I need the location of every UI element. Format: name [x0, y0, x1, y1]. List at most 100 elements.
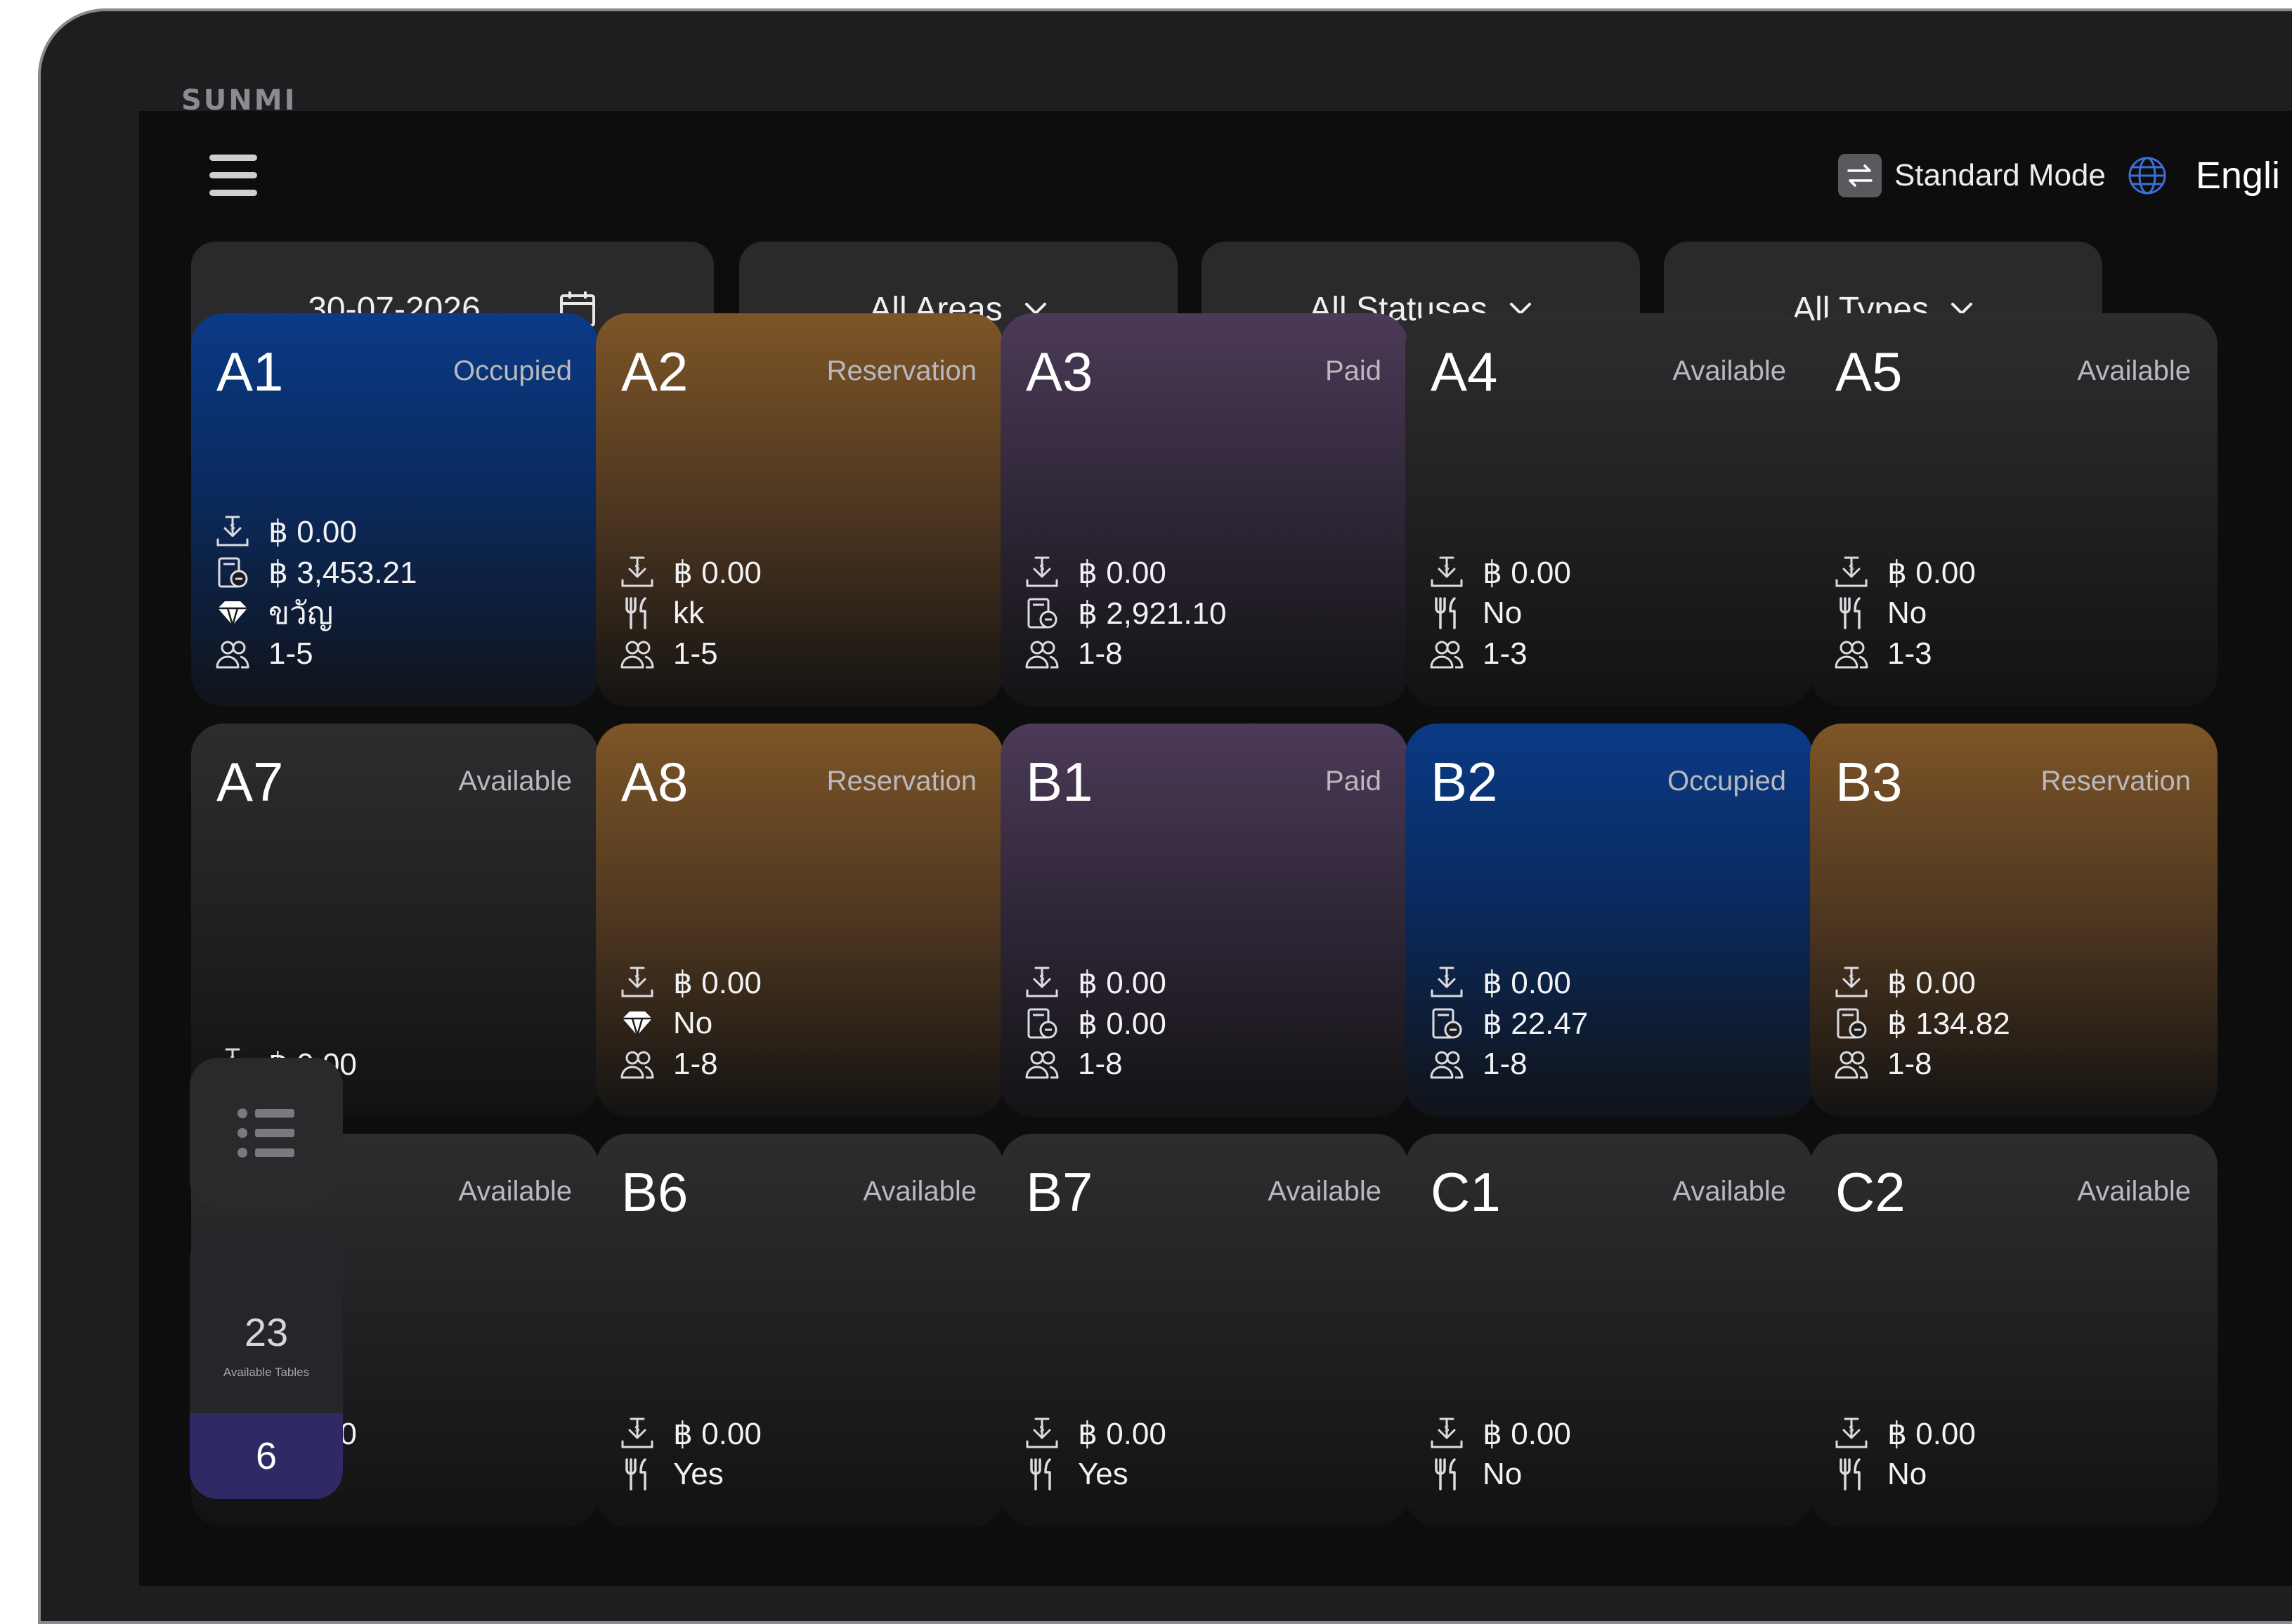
table-info-text: ฿ 0.00 [1078, 1006, 1166, 1041]
table-info-text: 1-3 [1887, 636, 1932, 671]
pos-screen: Standard Mode Engli 30-07-2026 All Areas… [139, 111, 2292, 1586]
table-status: Reservation [2040, 766, 2191, 797]
table-info-text: ขวัญ [268, 596, 334, 631]
table-status: Available [458, 766, 572, 797]
table-card[interactable]: B7 Available ฿ 0.00 Yes [1001, 1134, 1408, 1527]
guests-icon [1024, 1047, 1060, 1082]
table-name: B1 [1026, 751, 1093, 813]
table-card[interactable]: A2 Reservation ฿ 0.00 kk 1-5 [596, 313, 1003, 707]
table-info-text: ฿ 0.00 [1483, 965, 1571, 1000]
table-info-row: No [620, 1003, 762, 1044]
table-status: Available [1672, 355, 1786, 386]
table-name: A1 [216, 341, 284, 402]
table-info-text: 1-5 [673, 636, 718, 671]
table-card[interactable]: B3 Reservation ฿ 0.00 ฿ 134.82 1-8 [1810, 723, 2218, 1117]
table-info: ฿ 0.00 Yes [1024, 1413, 1166, 1495]
table-card[interactable]: A5 Available ฿ 0.00 No 1-3 [1810, 313, 2218, 707]
table-card[interactable]: A8 Reservation ฿ 0.00 No 1-8 [596, 723, 1003, 1117]
table-info-text: ฿ 0.00 [673, 965, 762, 1000]
table-card[interactable]: B1 Paid ฿ 0.00 ฿ 0.00 1-8 [1001, 723, 1408, 1117]
table-info-row: kk [620, 593, 762, 634]
table-name: A8 [621, 751, 689, 813]
table-info-text: ฿ 3,453.21 [268, 555, 417, 590]
table-status: Available [2077, 1176, 2191, 1207]
bill-icon [215, 555, 250, 590]
table-name: B3 [1835, 751, 1903, 813]
other-count: 6 [190, 1413, 343, 1499]
table-status: Occupied [453, 355, 572, 386]
deposit-icon [1429, 1416, 1464, 1451]
deposit-icon [1024, 965, 1060, 1000]
bill-icon [1024, 596, 1060, 631]
language-label[interactable]: Engli [2195, 155, 2280, 197]
table-name: A2 [621, 341, 689, 402]
table-info-text: No [1887, 596, 1927, 630]
table-info-text: No [1887, 1457, 1927, 1491]
table-info-text: ฿ 0.00 [1483, 555, 1571, 590]
table-info-row: No [1429, 1454, 1571, 1495]
table-info-row: 1-5 [620, 634, 762, 674]
deposit-icon [1834, 555, 1869, 590]
table-info-row: No [1834, 1454, 1976, 1495]
table-info-text: ฿ 0.00 [268, 514, 357, 549]
table-status: Reservation [826, 766, 977, 797]
menu-icon[interactable] [209, 155, 257, 197]
table-info-row: Yes [620, 1454, 762, 1495]
diamond-icon [620, 1006, 655, 1041]
table-info-row: ฿ 0.00 [1024, 1003, 1166, 1044]
bill-icon [1024, 1006, 1060, 1041]
table-info-row: ฿ 0.00 [1429, 1413, 1571, 1454]
table-status: Available [2077, 355, 2191, 386]
table-info-row: ฿ 0.00 [620, 1413, 762, 1454]
table-info-text: ฿ 0.00 [1887, 555, 1976, 590]
table-info: ฿ 0.00 kk 1-5 [620, 552, 762, 674]
deposit-icon [1834, 965, 1869, 1000]
guests-icon [215, 636, 250, 672]
table-status: Paid [1324, 355, 1381, 386]
table-status: Available [863, 1176, 977, 1207]
list-view-button[interactable] [190, 1058, 343, 1208]
table-info-text: No [673, 1006, 713, 1040]
table-card[interactable]: A3 Paid ฿ 0.00 ฿ 2,921.10 1-8 [1001, 313, 1408, 707]
table-info-text: 1-5 [268, 636, 313, 671]
guests-icon [1429, 1047, 1464, 1082]
table-name: B6 [621, 1161, 689, 1223]
table-status: Available [1672, 1176, 1786, 1207]
table-name: C1 [1431, 1161, 1501, 1223]
table-info-row: ฿ 0.00 [1024, 962, 1166, 1003]
available-tables-widget[interactable]: 23 Available Tables 6 [190, 1232, 343, 1499]
table-card[interactable]: C2 Available ฿ 0.00 No [1810, 1134, 2218, 1527]
table-info-row: No [1429, 593, 1571, 634]
table-card[interactable]: A1 Occupied ฿ 0.00 ฿ 3,453.21 ขวัญ 1-5 [191, 313, 599, 707]
table-card[interactable]: A4 Available ฿ 0.00 No 1-3 [1405, 313, 1813, 707]
table-info-text: ฿ 0.00 [1483, 1416, 1571, 1451]
table-info-row: ฿ 0.00 [1429, 552, 1571, 593]
guests-icon [1429, 636, 1464, 672]
table-info-text: Yes [673, 1457, 724, 1491]
table-info-text: kk [673, 596, 704, 630]
table-info-row: 1-5 [215, 634, 417, 674]
table-info-row: ฿ 0.00 [1429, 962, 1588, 1003]
deposit-icon [1024, 555, 1060, 590]
table-info: ฿ 0.00 Yes [620, 1413, 762, 1495]
table-card[interactable]: C1 Available ฿ 0.00 No [1405, 1134, 1813, 1527]
table-info-text: ฿ 0.00 [1887, 1416, 1976, 1451]
table-info-text: ฿ 0.00 [673, 1416, 762, 1451]
table-name: A5 [1835, 341, 1903, 402]
diamond-icon [215, 596, 250, 631]
table-info-text: ฿ 2,921.10 [1078, 596, 1227, 631]
table-card[interactable]: B6 Available ฿ 0.00 Yes [596, 1134, 1003, 1527]
table-info: ฿ 0.00 ฿ 3,453.21 ขวัญ 1-5 [215, 511, 417, 674]
globe-icon[interactable] [2127, 155, 2168, 196]
table-info: ฿ 0.00 No [1429, 1413, 1571, 1495]
mode-switch[interactable]: Standard Mode Engli [1838, 154, 2280, 197]
table-info-text: 1-8 [673, 1047, 718, 1081]
table-info-text: 1-8 [1887, 1047, 1932, 1081]
table-info-row: 1-8 [1024, 1044, 1166, 1085]
table-card[interactable]: B2 Occupied ฿ 0.00 ฿ 22.47 1-8 [1405, 723, 1813, 1117]
table-name: B2 [1431, 751, 1498, 813]
table-info: ฿ 0.00 ฿ 2,921.10 1-8 [1024, 552, 1227, 674]
table-status: Available [1268, 1176, 1381, 1207]
table-info-text: ฿ 0.00 [673, 555, 762, 590]
